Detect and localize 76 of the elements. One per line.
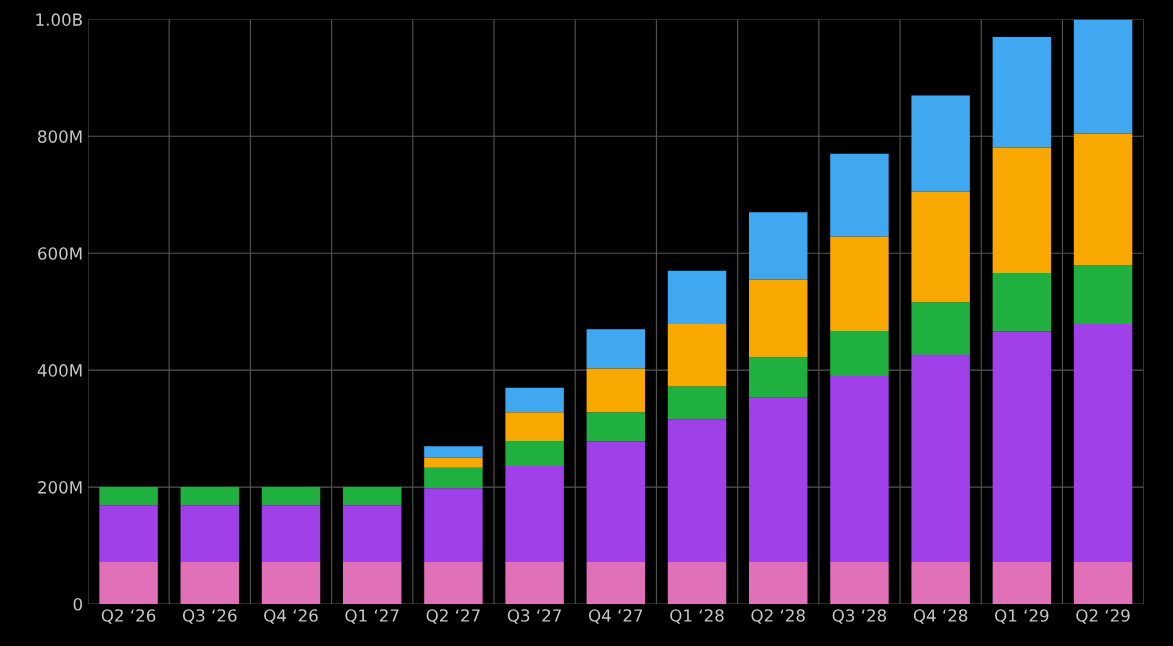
bar (261, 487, 321, 506)
bar (342, 561, 402, 605)
bar (342, 505, 402, 562)
bar (505, 387, 564, 413)
bar (830, 153, 889, 237)
bar (586, 561, 646, 605)
y-tick-label: 0 (73, 597, 83, 611)
bar (99, 487, 158, 506)
x-tick-label: Q4 ‘27 (589, 609, 643, 624)
bar (830, 330, 889, 376)
bar (749, 357, 808, 398)
bar (586, 368, 646, 413)
x-tick-label: Q1 ‘28 (670, 609, 724, 624)
bar (749, 561, 808, 605)
bar (992, 561, 1052, 605)
bar (992, 36, 1052, 148)
bar (830, 236, 889, 331)
bar (667, 419, 727, 562)
bar (749, 212, 808, 280)
x-tick-label: Q1 ‘27 (345, 609, 399, 624)
bar (667, 386, 727, 420)
bar (505, 561, 564, 605)
bar (1073, 19, 1133, 134)
y-tick-label: 1.00B (36, 13, 82, 26)
x-tick-label: Q3 ‘28 (832, 609, 887, 624)
x-tick-label: Q2 ‘26 (101, 609, 156, 624)
bar (1073, 323, 1133, 562)
bar (424, 488, 483, 562)
y-tick-label: 800M (38, 130, 82, 143)
bar (911, 302, 970, 355)
bar (911, 354, 970, 562)
bar (830, 561, 889, 605)
bar (992, 331, 1052, 562)
x-tick-label: Q4 ‘26 (264, 609, 318, 624)
bar (505, 412, 564, 441)
bar (586, 412, 646, 442)
x-tick-label: Q3 ‘26 (182, 609, 237, 624)
y-tick-label: 200M (38, 481, 82, 494)
bar (99, 561, 158, 605)
bar (911, 191, 970, 303)
x-tick-label: Q2 ‘29 (1076, 609, 1130, 624)
bar (180, 487, 240, 506)
bar (180, 505, 240, 562)
bar (180, 561, 240, 605)
bar (1073, 561, 1133, 605)
bar (261, 505, 321, 562)
bar (667, 561, 727, 605)
bar (99, 505, 158, 562)
bar (424, 561, 483, 605)
bar (992, 147, 1052, 274)
y-tick-label: 400M (37, 364, 82, 377)
bar (830, 376, 889, 562)
y-tick-label: 600M (38, 247, 82, 260)
bar (505, 440, 564, 467)
bar (749, 279, 808, 358)
bar (505, 466, 564, 562)
bar (1073, 265, 1133, 324)
bar (667, 270, 727, 324)
bar (911, 95, 970, 192)
bar (424, 467, 483, 489)
bar (586, 441, 646, 562)
x-tick-label: Q3 ‘27 (507, 609, 561, 624)
bar (911, 561, 970, 605)
bar (342, 487, 402, 506)
bar (261, 561, 321, 605)
bar (749, 397, 808, 562)
x-tick-label: Q2 ‘28 (751, 609, 805, 624)
bar (424, 457, 483, 468)
bar (586, 329, 646, 369)
x-tick-label: Q4 ‘28 (913, 609, 968, 624)
bar (424, 446, 483, 458)
x-tick-label: Q1 ‘29 (995, 609, 1049, 624)
bar (992, 273, 1052, 332)
x-tick-label: Q2 ‘27 (426, 609, 480, 624)
bar (1073, 133, 1133, 266)
bar (667, 323, 727, 387)
